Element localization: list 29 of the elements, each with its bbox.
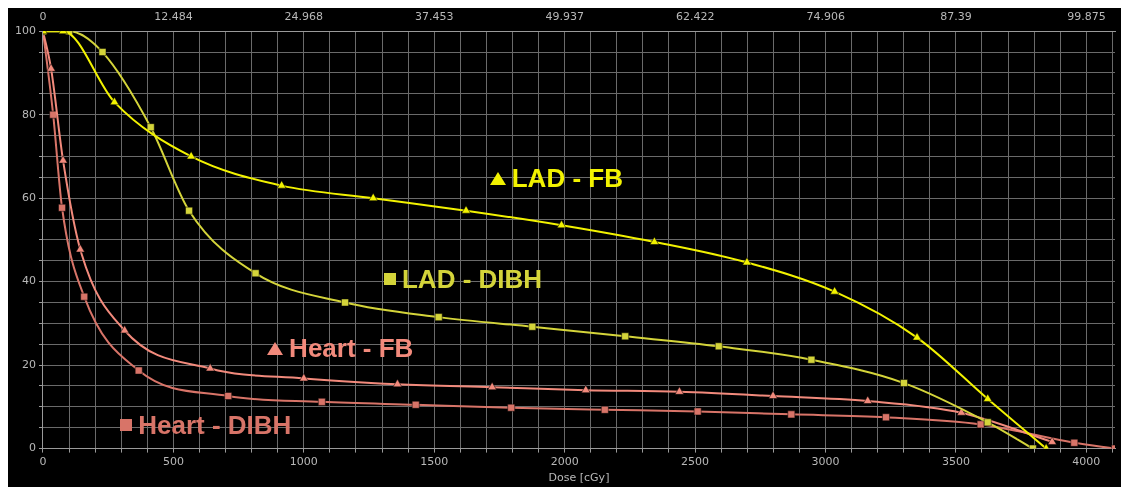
x2-tick-label: 37.453 [415, 10, 454, 24]
x-tick-label: 0 [39, 455, 47, 469]
y-tick-label: 100 [15, 24, 36, 38]
y-tick-label: 40 [22, 274, 36, 288]
x-tick-label: 3500 [941, 455, 970, 469]
x-tick-label: 2500 [681, 455, 710, 469]
legend-label: LAD - DIBH [401, 262, 543, 295]
x2-tick-label: 0 [39, 10, 47, 24]
legend-label: LAD - FB [511, 162, 623, 195]
x-tick-label: 2000 [550, 455, 579, 469]
y-tick-label: 0 [29, 441, 36, 455]
x2-tick-label: 24.968 [284, 10, 324, 24]
x2-tick-label: 12.484 [154, 10, 193, 24]
legend-label: Heart - DIBH [138, 408, 292, 441]
y-tick-label: 60 [22, 191, 36, 205]
x2-tick-label: 74.906 [806, 10, 845, 24]
x2-tick-label: 62.422 [675, 10, 715, 24]
y-tick-label: 20 [22, 357, 36, 371]
x-tick-label: 1500 [420, 455, 449, 469]
x-tick-label: 500 [162, 455, 184, 469]
x-tick-label: 1000 [289, 455, 318, 469]
x2-tick-label: 87.39 [940, 10, 972, 24]
x-tick-label: 4000 [1072, 455, 1101, 469]
x-tick-label: 3000 [811, 455, 840, 469]
y-tick-label: 80 [22, 107, 36, 121]
x2-tick-label: 99.875 [1067, 10, 1106, 24]
x2-tick-label: 49.937 [545, 10, 585, 24]
legend-label: Heart - FB [289, 332, 414, 365]
x-axis-title: Dose [cGy] [548, 471, 610, 485]
